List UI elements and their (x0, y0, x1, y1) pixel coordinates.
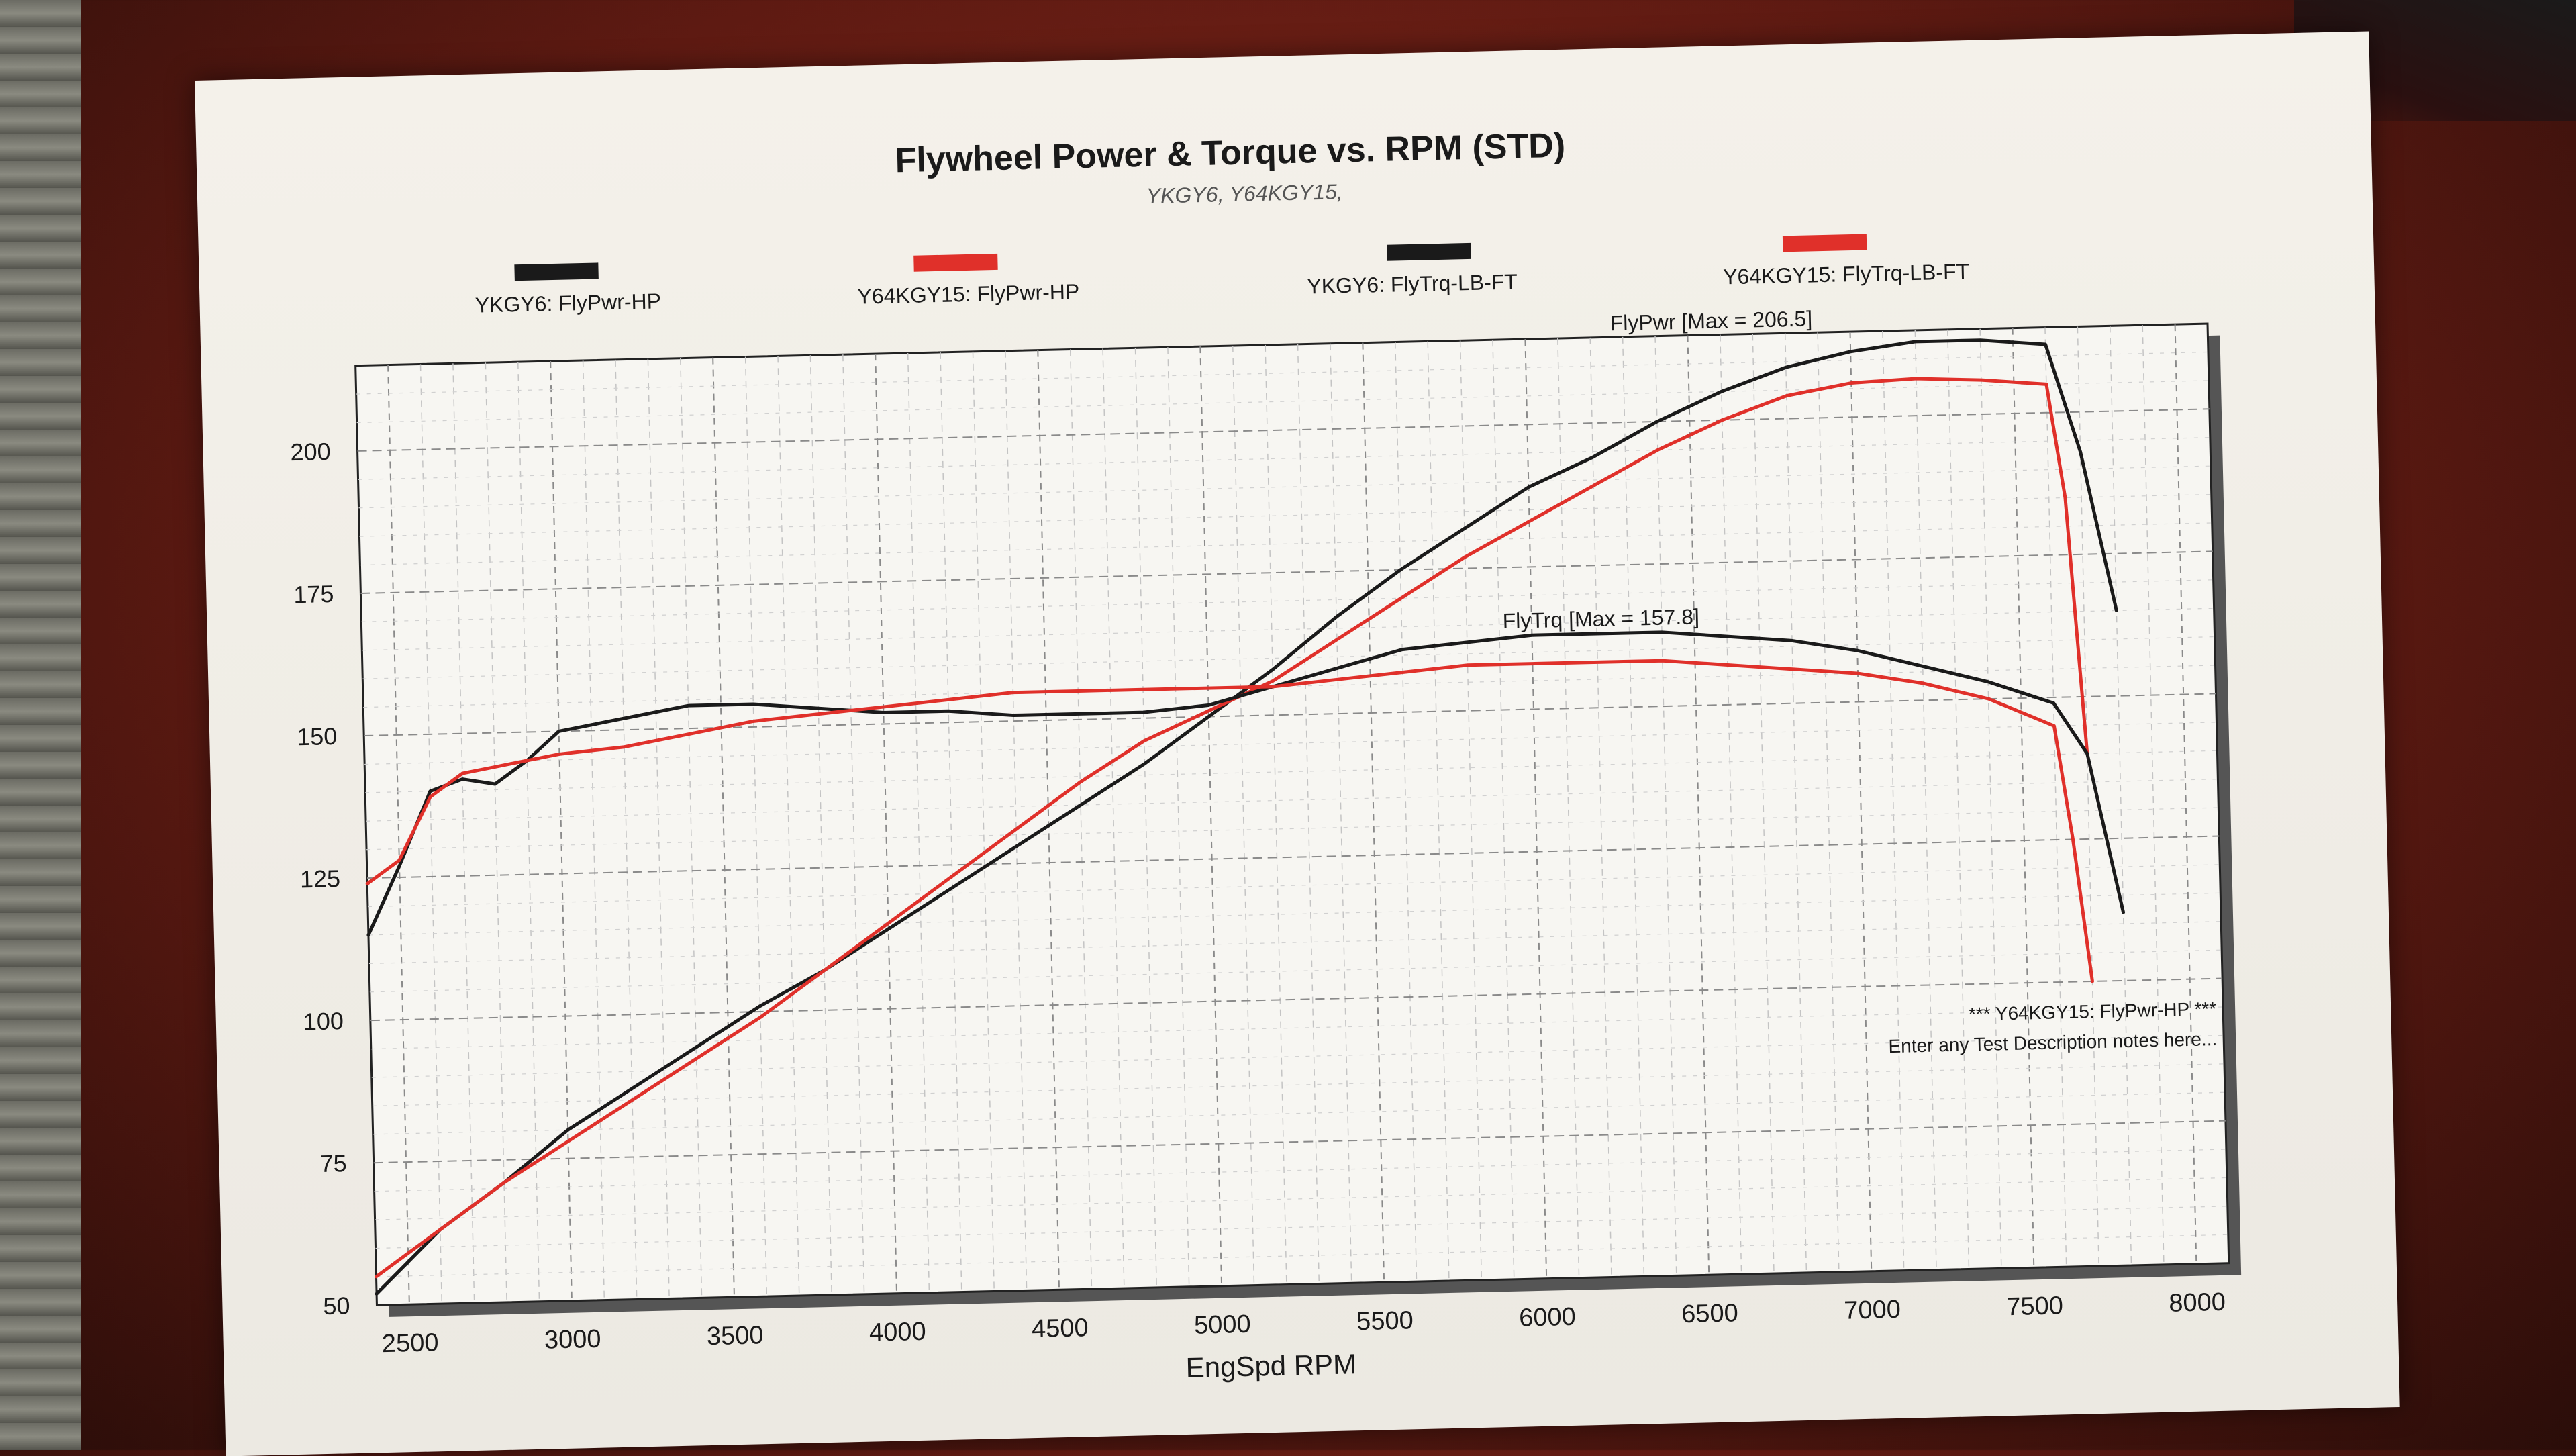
grid-line-horizontal (370, 977, 2223, 1022)
grid-line-horizontal (366, 807, 2219, 851)
grid-line-horizontal (360, 522, 2212, 566)
legend-label-ykgy6-power: YKGY6: FlyPwr-HP (475, 289, 661, 317)
grid-line-horizontal (358, 465, 2211, 509)
series-ykgy6-torque (366, 630, 2126, 937)
grid-line-horizontal (376, 1234, 2228, 1277)
x-tick-label: 6500 (1681, 1299, 1738, 1328)
legend-swatch-y64kgy15-torque (1782, 234, 1867, 252)
plot-frame (354, 322, 2230, 1306)
grid-line-horizontal (373, 1091, 2225, 1135)
grid-line-horizontal (374, 1149, 2226, 1192)
grid-line-horizontal (359, 493, 2212, 537)
grid-line-horizontal (368, 921, 2222, 964)
grid-line-horizontal (366, 835, 2220, 879)
y-tick-label: 150 (297, 722, 338, 750)
x-tick-label: 7500 (2006, 1292, 2063, 1321)
grid-line-horizontal (364, 693, 2216, 737)
grid-line-horizontal (362, 608, 2214, 651)
legend-label-y64kgy15-power: Y64KGY15: FlyPwr-HP (857, 279, 1079, 308)
x-axis-label: EngSpd RPM (1185, 1348, 1356, 1384)
grid-line-horizontal (366, 779, 2218, 822)
grid-line-horizontal (372, 1063, 2225, 1107)
x-tick-label: 7000 (1844, 1296, 1901, 1325)
grid-line-horizontal (371, 1034, 2224, 1078)
grid-line-horizontal (364, 722, 2217, 765)
chart-paper: Flywheel Power & Torque vs. RPM (STD) YK… (195, 31, 2400, 1456)
y-tick-label: 175 (293, 580, 334, 608)
grid-line-horizontal (361, 579, 2214, 622)
x-tick-label: 2500 (381, 1328, 438, 1358)
grid-line-horizontal (358, 437, 2210, 480)
y-tick-label: 200 (290, 438, 331, 466)
legend-label-ykgy6-torque: YKGY6: FlyTrq-LB-FT (1307, 269, 1518, 298)
legend-label-y64kgy15-torque: Y64KGY15: FlyTrq-LB-FT (1723, 259, 1970, 289)
y-tick-label: 100 (303, 1007, 344, 1035)
series-lines (365, 338, 2126, 1296)
x-tick-label: 5500 (1356, 1306, 1414, 1336)
series-ykgy6-power (375, 338, 2118, 1296)
series-y64kgy15-torque (365, 659, 2094, 983)
background-cloth (0, 0, 81, 1450)
y-tick-label: 75 (319, 1149, 347, 1177)
x-tick-label: 8000 (2169, 1288, 2226, 1318)
x-tick-label: 6000 (1519, 1303, 1576, 1332)
grid-line-horizontal (356, 351, 2208, 395)
x-tick-label: 3500 (707, 1321, 764, 1351)
legend-swatch-ykgy6-power (514, 262, 599, 281)
grid-line-horizontal (356, 380, 2209, 424)
y-axis-ticks: 50 75 100 125 150 175 200 (290, 438, 350, 1320)
grid-line-horizontal (369, 949, 2222, 993)
grid-line-horizontal (373, 1120, 2226, 1164)
y-tick-label: 125 (299, 865, 340, 893)
chart-title: Flywheel Power & Torque vs. RPM (STD) (895, 126, 1566, 181)
grid-line-horizontal (368, 892, 2221, 936)
grid-line-horizontal (365, 750, 2218, 793)
x-tick-label: 4000 (869, 1318, 926, 1347)
plot-grid (356, 324, 2228, 1305)
grid-line-horizontal (367, 864, 2220, 908)
x-axis-ticks: 2500 3000 3500 4000 4500 5000 5500 6000 6500 7000… (381, 1288, 2226, 1358)
x-tick-label: 3000 (544, 1325, 601, 1355)
legend: YKGY6: FlyPwr-HP Y64KGY15: FlyPwr-HP YKG… (475, 234, 1970, 318)
power-max-annotation: FlyPwr [Max = 206.5] (1609, 306, 1812, 335)
grid-line-horizontal (360, 550, 2213, 594)
x-tick-label: 5000 (1194, 1310, 1251, 1340)
chart-subtitle: YKGY6, Y64KGY15, (1146, 179, 1343, 208)
grid-line-horizontal (375, 1177, 2227, 1220)
dyno-chart: Flywheel Power & Torque vs. RPM (STD) YK… (290, 126, 2242, 1384)
plot-background (354, 322, 2242, 1317)
grid-line-horizontal (375, 1206, 2228, 1249)
series-y64kgy15-power (374, 377, 2089, 1279)
grid-line-horizontal (370, 1006, 2224, 1050)
legend-swatch-ykgy6-torque (1387, 242, 1471, 261)
torque-max-annotation: FlyTrq [Max = 157.8] (1502, 604, 1699, 633)
grid-line-horizontal (357, 408, 2210, 452)
y-tick-label: 50 (323, 1292, 350, 1320)
x-tick-label: 4500 (1032, 1314, 1089, 1343)
legend-swatch-y64kgy15-power (913, 253, 998, 272)
